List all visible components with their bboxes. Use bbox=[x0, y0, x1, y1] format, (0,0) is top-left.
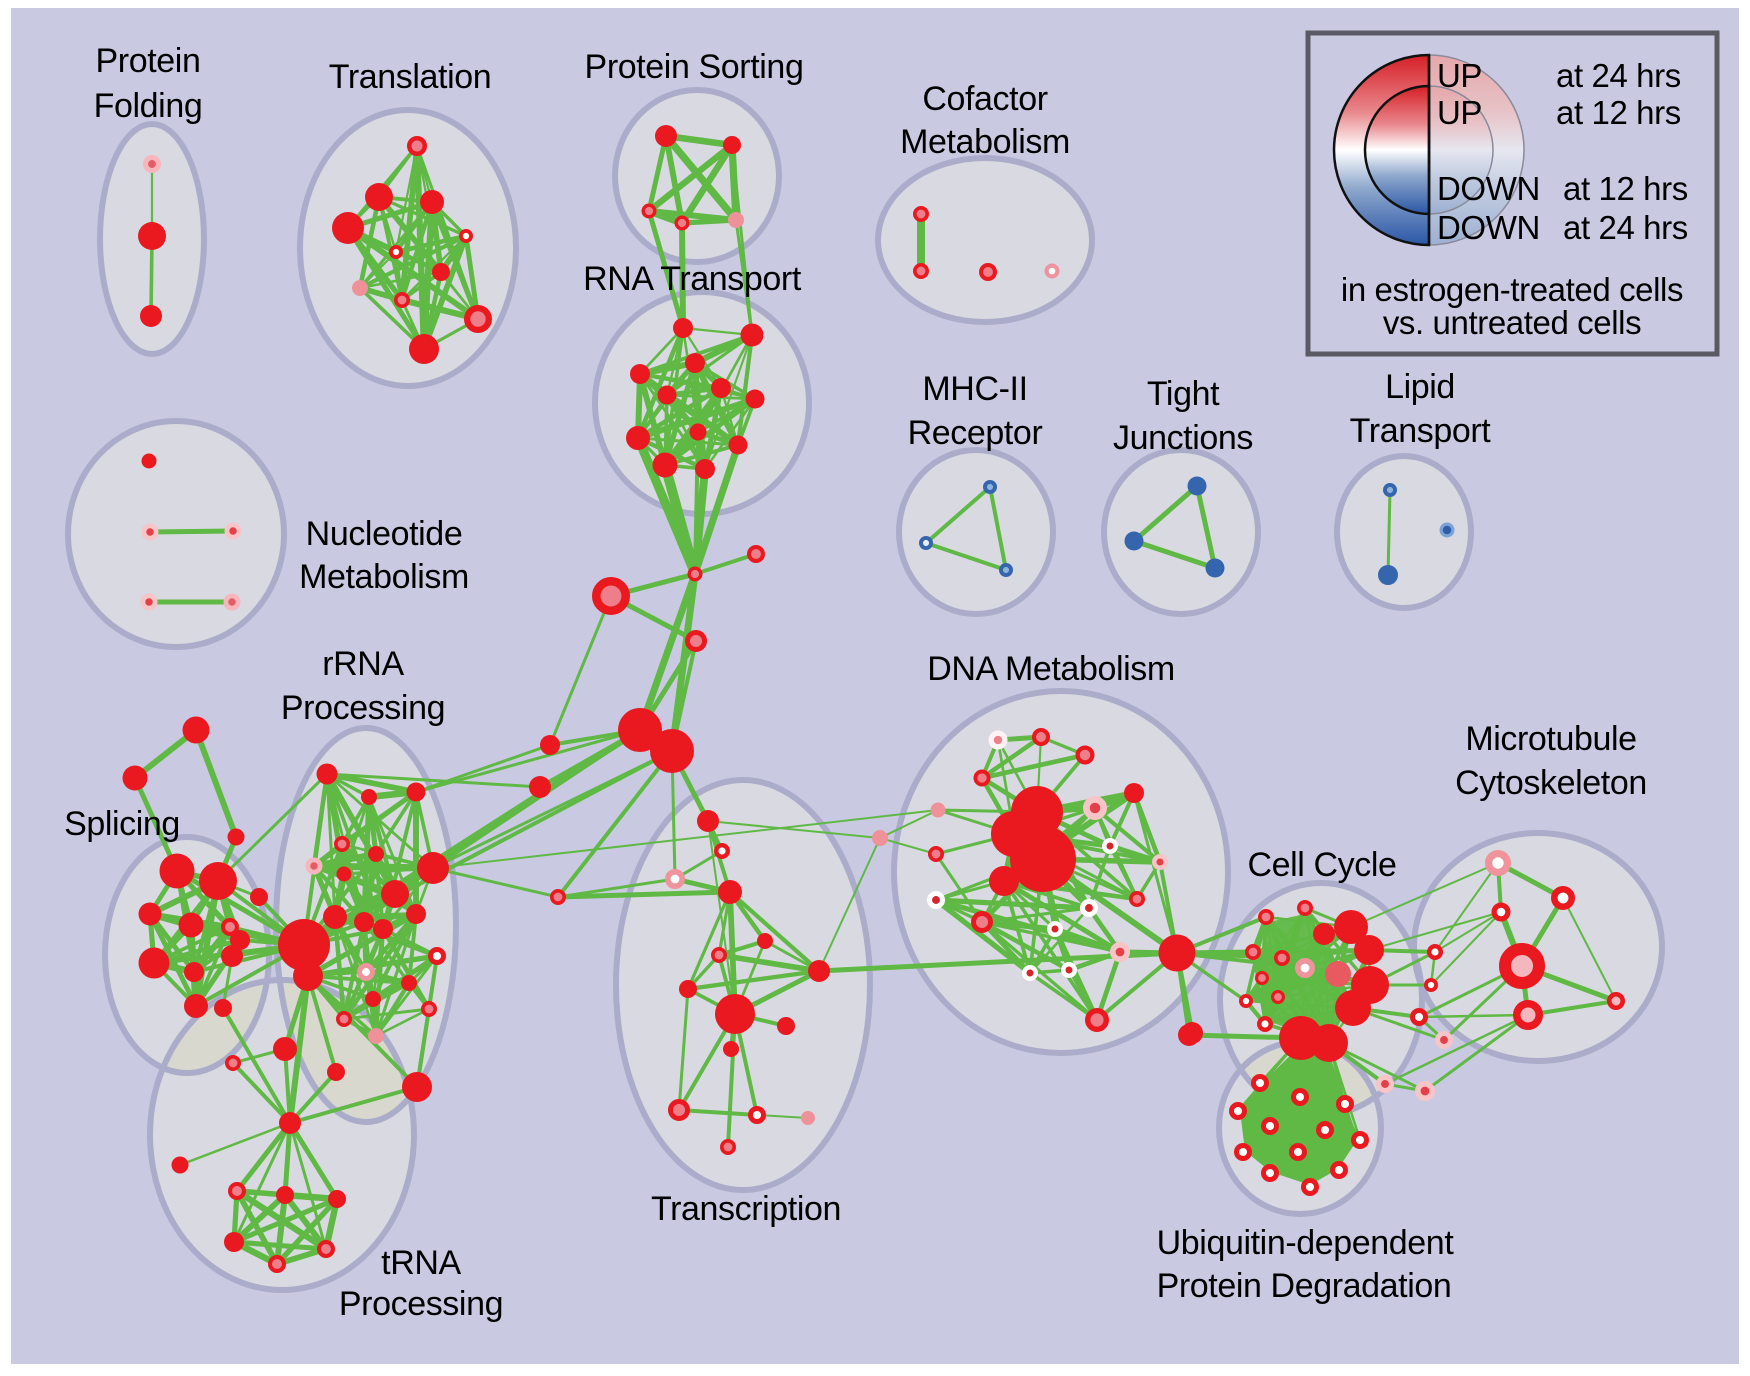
svg-text:Transport: Transport bbox=[1350, 412, 1492, 450]
svg-text:Processing: Processing bbox=[281, 689, 445, 727]
svg-text:Splicing: Splicing bbox=[64, 805, 180, 843]
svg-text:MHC-II: MHC-II bbox=[922, 370, 1027, 408]
svg-text:Cytoskeleton: Cytoskeleton bbox=[1455, 764, 1647, 802]
svg-text:at 24 hrs: at 24 hrs bbox=[1563, 209, 1688, 246]
svg-text:UP: UP bbox=[1437, 94, 1482, 131]
svg-text:tRNA: tRNA bbox=[381, 1244, 461, 1282]
svg-text:Receptor: Receptor bbox=[908, 414, 1043, 452]
svg-text:Protein Sorting: Protein Sorting bbox=[585, 48, 804, 86]
svg-text:Protein: Protein bbox=[96, 42, 201, 80]
svg-text:DOWN: DOWN bbox=[1437, 170, 1540, 207]
svg-text:Translation: Translation bbox=[329, 58, 492, 96]
svg-text:at 24 hrs: at 24 hrs bbox=[1556, 57, 1681, 94]
svg-text:in estrogen-treated cells: in estrogen-treated cells bbox=[1341, 271, 1683, 308]
svg-text:Lipid: Lipid bbox=[1385, 368, 1455, 406]
svg-text:Folding: Folding bbox=[94, 87, 203, 125]
svg-text:Tight: Tight bbox=[1147, 375, 1220, 413]
svg-text:Cofactor: Cofactor bbox=[922, 80, 1047, 118]
svg-text:RNA Transport: RNA Transport bbox=[583, 260, 802, 298]
svg-text:Microtubule: Microtubule bbox=[1465, 720, 1636, 758]
svg-text:Junctions: Junctions bbox=[1113, 419, 1253, 457]
svg-text:at 12 hrs: at 12 hrs bbox=[1556, 94, 1681, 131]
svg-text:Protein Degradation: Protein Degradation bbox=[1157, 1267, 1452, 1305]
svg-text:UP: UP bbox=[1437, 57, 1482, 94]
svg-text:DOWN: DOWN bbox=[1437, 209, 1540, 246]
svg-text:Metabolism: Metabolism bbox=[900, 123, 1070, 161]
svg-text:Metabolism: Metabolism bbox=[299, 558, 469, 596]
svg-text:Transcription: Transcription bbox=[651, 1190, 841, 1228]
svg-text:vs. untreated cells: vs. untreated cells bbox=[1383, 304, 1641, 341]
svg-text:rRNA: rRNA bbox=[322, 645, 404, 683]
svg-text:Cell Cycle: Cell Cycle bbox=[1247, 846, 1396, 884]
svg-text:at 12 hrs: at 12 hrs bbox=[1563, 170, 1688, 207]
svg-text:Processing: Processing bbox=[339, 1285, 503, 1323]
svg-text:DNA Metabolism: DNA Metabolism bbox=[927, 650, 1175, 688]
svg-text:Nucleotide: Nucleotide bbox=[306, 515, 463, 553]
svg-text:Ubiquitin-dependent: Ubiquitin-dependent bbox=[1157, 1224, 1455, 1262]
